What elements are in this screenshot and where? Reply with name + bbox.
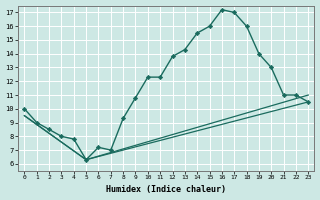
X-axis label: Humidex (Indice chaleur): Humidex (Indice chaleur): [106, 185, 226, 194]
